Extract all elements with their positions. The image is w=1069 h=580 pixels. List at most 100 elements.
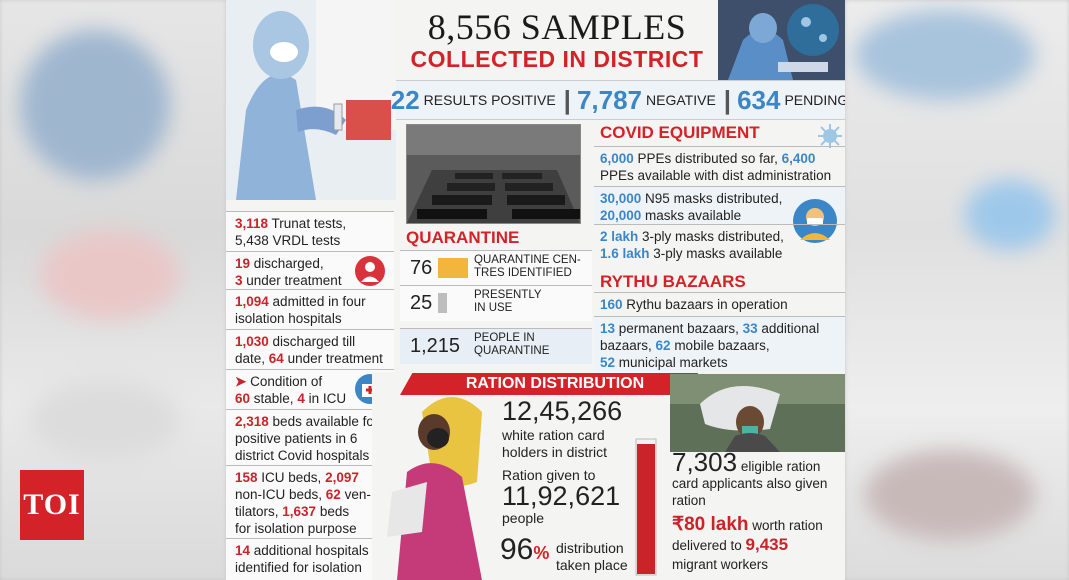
fact-discharged-till-date: 1,030 discharged till date, 64 under tre… [226, 329, 394, 369]
quarantine-count: 1,215 [410, 335, 461, 357]
rythu-title: RYTHU BAZAARS [600, 272, 746, 291]
fact-text: discharged, [250, 256, 324, 271]
ration-given-label: Ration given to [502, 467, 596, 483]
ration-distribution-title: RATION DISTRIBUTION [400, 373, 710, 395]
negative-count: 7,787 [576, 84, 643, 115]
fact-text: PPEs distributed so far, [633, 151, 782, 166]
fact-text: stable, [250, 391, 298, 406]
fact-text: N95 masks distributed, [641, 191, 783, 206]
ration-text: taken place [556, 557, 628, 573]
quarantine-label-line: IN USE [474, 302, 513, 314]
ration-given-count: 11,92,621 [502, 481, 621, 511]
rythu-bazaars: 13 permanent bazaars, 33 additional baza… [594, 316, 845, 371]
quarantine-label: PRESENTLY IN USE [474, 289, 542, 315]
ration-given-people: people [502, 510, 545, 526]
ration-text: delivered to [672, 538, 746, 553]
fact-text: under treatment [242, 273, 342, 288]
fact-tests: 3,118 Trunat tests, 5,438 VRDL tests [226, 211, 394, 251]
quarantine-label-line: PEOPLE IN [474, 332, 535, 344]
masked-person-icon [792, 198, 838, 249]
toi-logo: TOI [20, 470, 84, 540]
negative-label: NEGATIVE [646, 92, 716, 108]
quarantine-label-line: TRES IDENTIFIED [474, 267, 572, 279]
fact-number: 160 [600, 297, 623, 312]
fact-number: 6,000 [600, 151, 634, 166]
worth-amount: ₹80 lakh [672, 514, 749, 535]
fact-number: 1.6 lakh [600, 246, 650, 261]
eligible-applicants: 7,303 eligible ration card applicants al… [672, 449, 844, 509]
fact-number: 1,094 [235, 294, 269, 309]
quarantine-bar-identified [438, 258, 468, 278]
quarantine-label-line: QUARANTINE [474, 345, 550, 357]
results-bar: 22 RESULTS POSITIVE | 7,787 NEGATIVE | 6… [391, 80, 845, 120]
fact-number: 1,637 [282, 504, 317, 519]
positive-label: RESULTS POSITIVE [423, 92, 556, 108]
fact-text: bazaars, [600, 338, 656, 353]
ration-text: eligible ration [737, 459, 821, 474]
fact-text: non-ICU beds, [235, 487, 326, 502]
ration-text: card applicants also given [672, 476, 828, 491]
fact-text: Condition of [246, 374, 323, 389]
fact-number: 52 [600, 355, 616, 370]
fact-text: tilators, [235, 504, 283, 519]
fact-text: discharged till [268, 334, 356, 349]
ration-text: white ration card [502, 427, 605, 443]
migrant-count: 9,435 [745, 535, 789, 554]
fact-number: 158 [235, 470, 258, 485]
quarantine-label-line: QUARANTINE CEN- [474, 254, 581, 266]
fact-text: 5,438 VRDL tests [235, 233, 341, 248]
eligible-count: 7,303 [672, 447, 738, 477]
fact-number: 1,030 [235, 334, 269, 349]
fact-text: mobile bazaars, [670, 338, 770, 353]
fact-text: ICU beds, [257, 470, 326, 485]
fact-text: positive patients in 6 [235, 431, 358, 446]
distribution-progress-tube [635, 438, 657, 576]
man-carrying-ration-bag-photo [670, 374, 845, 452]
fact-text: under treatment [283, 351, 383, 366]
quarantine-count: 25 [410, 292, 433, 314]
fact-beds-available: 2,318 beds available for positive patien… [226, 409, 394, 465]
quarantine-row-people: 1,215 PEOPLE IN QUARANTINE [400, 328, 592, 364]
quarantine-label: QUARANTINE CEN- TRES IDENTIFIED [474, 254, 581, 280]
quarantine-bar-in-use [438, 293, 447, 313]
fact-number: 64 [268, 351, 284, 366]
fact-number: 4 [297, 391, 305, 406]
fact-number: 6,400 [781, 151, 816, 166]
fact-text: in ICU [304, 391, 347, 406]
distribution-progress-fill [637, 444, 655, 574]
fact-number: 62 [325, 487, 341, 502]
fact-text: for isolation purpose [235, 521, 357, 536]
pending-count: 634 [737, 84, 781, 115]
fact-number: 33 [742, 321, 758, 336]
doctor-icon [354, 255, 386, 291]
ppe-worker-photo [718, 0, 845, 80]
fact-condition: ➤ Condition of 60 stable, 4 in ICU [226, 369, 394, 409]
migrant-workers-fact: ₹80 lakh worth ration delivered to 9,435… [672, 515, 844, 574]
fact-admitted: 1,094 admitted in four isolation hospita… [226, 289, 394, 329]
fact-text: Rythu bazaars in operation [622, 297, 788, 312]
ration-text: worth ration [748, 518, 823, 533]
ration-text: distribution [556, 540, 624, 556]
white-card-text: white ration card holders in district [502, 427, 607, 461]
fact-text: 3-ply masks available [649, 246, 783, 261]
fact-text: permanent bazaars, [615, 321, 743, 336]
arrow-icon: ➤ [235, 374, 247, 389]
distribution-text: distribution taken place [556, 540, 628, 574]
fact-additional-hospitals: 14 additional hospitals identified for i… [226, 538, 394, 580]
ppe-fact: 6,000 PPEs distributed so far, 6,400 PPE… [594, 146, 845, 186]
fact-text: ven- [340, 487, 371, 502]
blurred-background-right [845, 0, 1069, 580]
fact-text: 3-ply masks distributed, [638, 229, 784, 244]
fact-number: 62 [655, 338, 671, 353]
fact-text: masks available [641, 208, 742, 223]
woman-with-ration-bags-photo [372, 372, 502, 580]
fact-number: 2,318 [235, 414, 269, 429]
quarantine-label-line: PRESENTLY [474, 289, 542, 301]
fact-icu-beds: 158 ICU beds, 2,097 non-ICU beds, 62 ven… [226, 465, 394, 538]
fact-text: beds [316, 504, 350, 519]
percentage-sign: % [533, 543, 550, 563]
fact-number: 3,118 [235, 216, 269, 231]
covid-equipment-section: COVID EQUIPMENT 6,000 PPEs distributed s… [594, 118, 845, 371]
fact-text: additional hospitals [250, 543, 369, 558]
quarantine-ward-photo [406, 124, 581, 224]
